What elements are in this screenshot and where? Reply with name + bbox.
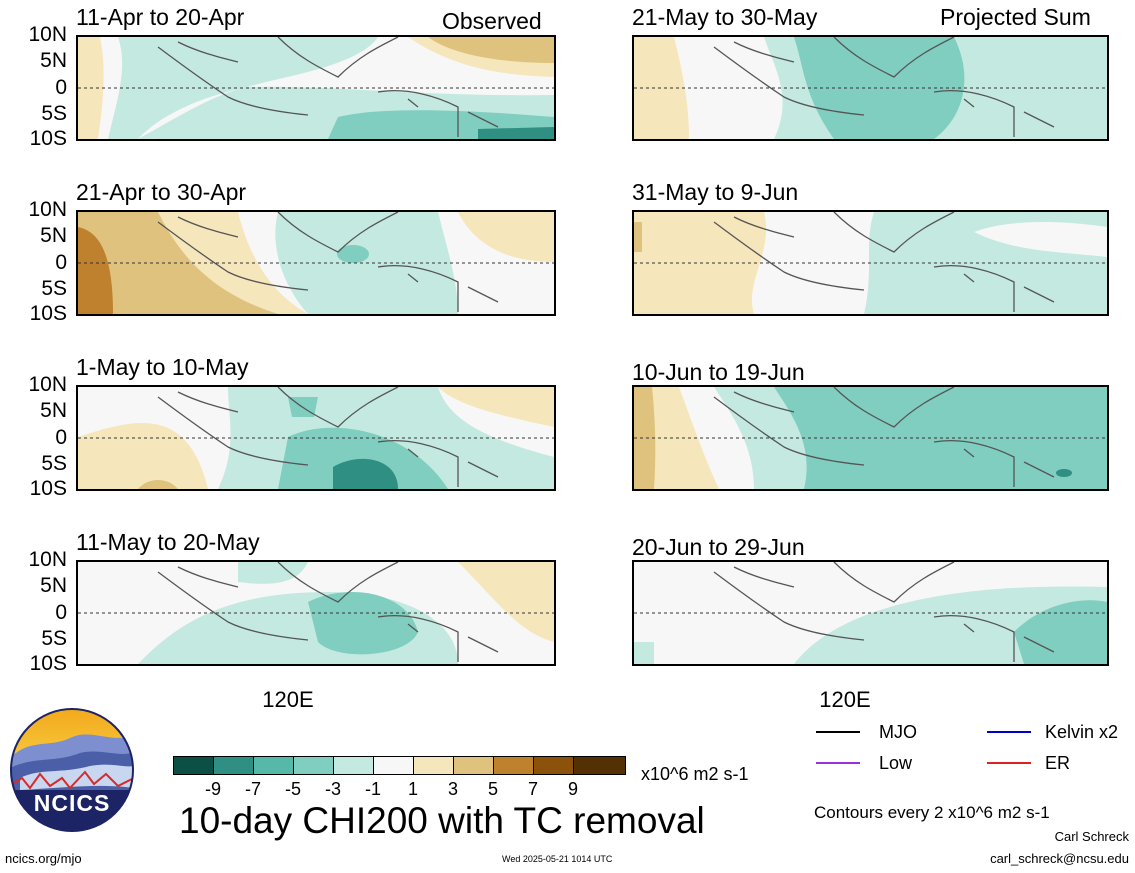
- map-panel: [632, 210, 1109, 316]
- colorbar-tick: -9: [204, 779, 221, 799]
- lat-label: 5S: [41, 102, 67, 125]
- panel-title: 1-May to 10-May: [76, 354, 249, 380]
- colorbar-tick: -1: [364, 779, 381, 799]
- ncics-logo: NCICS: [10, 708, 134, 832]
- legend-line-mjo: [816, 731, 860, 733]
- panel-title: 10-Jun to 19-Jun: [632, 359, 805, 385]
- colorbar-swatch: [373, 756, 414, 775]
- projected-sum-label: Projected Sum: [940, 4, 1091, 30]
- footer-url: ncics.org/mjo: [5, 851, 82, 866]
- map-panel: [632, 560, 1109, 666]
- footer-author: Carl Schreck: [1054, 829, 1129, 844]
- lat-label: 5N: [40, 574, 67, 597]
- map-panel: [632, 35, 1109, 141]
- panel-title: 11-May to 20-May: [76, 529, 260, 555]
- colorbar-swatch: [453, 756, 494, 775]
- lat-label: 10N: [28, 548, 67, 571]
- panel-title: 11-Apr to 20-Apr: [76, 4, 245, 30]
- lat-label: 5S: [41, 277, 67, 300]
- map-panel: [76, 35, 556, 141]
- map-panel: [76, 385, 556, 491]
- legend-label-er: ER: [1045, 753, 1071, 773]
- lat-label: 5N: [40, 224, 67, 247]
- observed-label: Observed: [442, 8, 542, 34]
- lat-label: 10S: [29, 477, 67, 500]
- colorbar-swatch: [213, 756, 254, 775]
- lat-label: 10N: [28, 23, 67, 46]
- panel-title: 21-Apr to 30-Apr: [76, 179, 247, 205]
- lat-label: 0: [55, 76, 67, 99]
- legend-label-kelvin: Kelvin x2: [1045, 722, 1119, 742]
- legend-line-low: [816, 762, 860, 764]
- legend-line-er: [987, 762, 1031, 764]
- colorbar-tick: 3: [447, 779, 458, 799]
- map-panel: [76, 210, 556, 316]
- lat-label: 5S: [41, 627, 67, 650]
- colorbar-swatch: [413, 756, 454, 775]
- colorbar-tick: -7: [244, 779, 261, 799]
- lat-label: 0: [55, 251, 67, 274]
- lat-label: 10S: [29, 652, 67, 675]
- legend-label-mjo: MJO: [879, 722, 917, 742]
- footer-timestamp: Wed 2025-05-21 1014 UTC: [502, 854, 613, 864]
- colorbar-swatch: [333, 756, 374, 775]
- lat-label: 5S: [41, 452, 67, 475]
- colorbar-tick: 9: [567, 779, 578, 799]
- map-panel: [76, 560, 556, 666]
- lat-label: 10S: [29, 302, 67, 325]
- colorbar-swatch: [493, 756, 534, 775]
- panel-title: 31-May to 9-Jun: [632, 179, 799, 205]
- colorbar-tick: 1: [407, 779, 418, 799]
- main-title: 10-day CHI200 with TC removal: [179, 800, 705, 841]
- lat-label: 10N: [28, 198, 67, 221]
- legend-line-kelvin: [987, 731, 1031, 733]
- lat-label: 0: [55, 601, 67, 624]
- colorbar-tick: 5: [487, 779, 498, 799]
- colorbar-swatch: [253, 756, 294, 775]
- lat-label: 10S: [29, 127, 67, 150]
- lat-label: 5N: [40, 399, 67, 422]
- colorbar-tick: 7: [527, 779, 538, 799]
- colorbar-swatch: [293, 756, 334, 775]
- lon-label-left: 120E: [262, 687, 314, 712]
- legend-label-low: Low: [879, 753, 913, 773]
- contour-note: Contours every 2 x10^6 m2 s-1: [814, 803, 1050, 822]
- panel-title: 21-May to 30-May: [632, 4, 818, 30]
- lon-label-right: 120E: [819, 687, 871, 712]
- colorbar-tick: -5: [284, 779, 301, 799]
- lat-label: 5N: [40, 49, 67, 72]
- colorbar-swatch: [173, 756, 214, 775]
- logo-text: NCICS: [33, 790, 111, 816]
- lat-label: 10N: [28, 373, 67, 396]
- colorbar-tick: -3: [324, 779, 341, 799]
- colorbar-swatch: [533, 756, 574, 775]
- panel-title: 20-Jun to 29-Jun: [632, 534, 805, 560]
- footer-email: carl_schreck@ncsu.edu: [990, 851, 1129, 866]
- map-panel: [632, 385, 1109, 491]
- colorbar-swatch: [573, 756, 626, 775]
- lat-label: 0: [55, 426, 67, 449]
- colorbar-units: x10^6 m2 s-1: [641, 764, 749, 784]
